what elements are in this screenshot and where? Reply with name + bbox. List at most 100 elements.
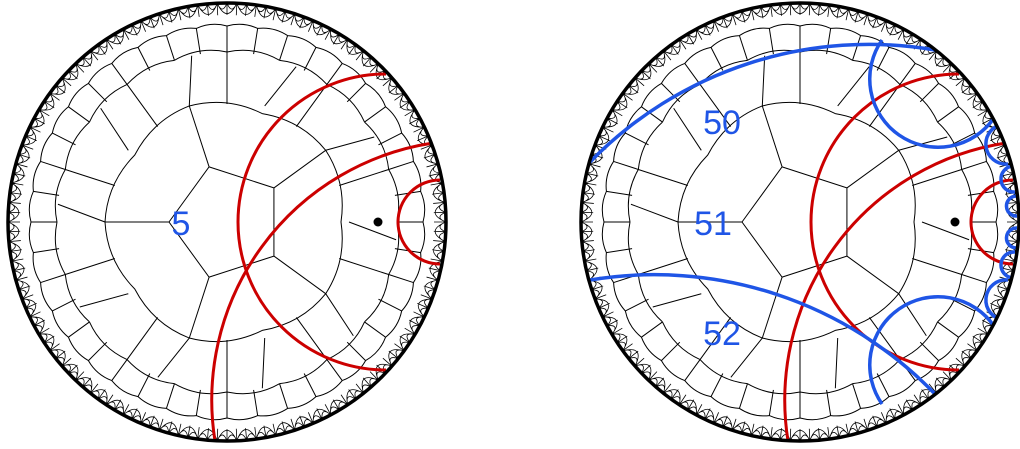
tile-edge [852,383,862,409]
tile-edge [641,321,663,338]
tile-edge [638,257,688,276]
tile-edge [157,337,190,378]
blue-geodesic [1004,226,1018,250]
tile-edge [613,160,639,170]
tile-edge [699,317,732,360]
tile-ring [104,101,343,343]
tile-edge [111,359,128,381]
tile-edge [710,47,724,71]
tile-edge [261,338,266,389]
tile-edge [273,255,326,295]
tile-edge [279,35,289,61]
red-geodesic [210,141,434,441]
tile-edge [253,28,259,55]
tile-edge [606,248,633,254]
right-tessellation [601,23,999,421]
tile-edge [325,293,354,337]
tile-edge [195,389,201,416]
tile-edge [188,55,193,106]
left-boundary-fringe [8,3,446,441]
tile-edge [876,373,890,397]
tile-edge [684,359,701,381]
tile-edge [346,341,366,361]
left-red-geodesics [210,11,446,441]
tile-edge [761,277,783,339]
tile-edge [684,63,701,85]
tile-edge [388,274,414,284]
region-label: 50 [703,104,741,142]
tile-edge [625,298,649,312]
blue-geodesic [868,39,996,149]
tile-edge [295,317,328,360]
tile-edge [165,383,175,409]
left-disk: 5 [6,1,448,443]
red-geodesic [236,72,387,372]
tile-edge [673,107,702,151]
tile-edge [852,35,862,61]
right-disk: 50 51 52 [579,1,1020,443]
tile-edge [606,190,633,196]
tile-edge [837,66,870,107]
tile-edge [937,321,959,338]
tile-edge [919,83,939,103]
tile-edge [364,106,386,123]
tile-edge [364,321,386,338]
tile-edge [88,83,108,103]
tile-edge [768,389,774,416]
tile-edge [641,106,663,123]
red-geodesic [443,193,446,251]
tile-edge [868,317,901,360]
tile-edge [325,136,375,151]
tile-edge [826,28,832,55]
tile-edge [339,257,389,276]
tile-edge [876,47,890,71]
tile-edge [68,321,90,338]
region-label: 5 [172,205,191,243]
tile-edge [273,149,326,189]
blue-geodesic [589,272,937,396]
tile-edge [738,383,748,409]
tile-edge [730,337,763,378]
red-geodesic [809,72,960,372]
tile-ring [677,101,916,343]
region-label: 51 [694,205,732,243]
tile-edge [188,105,210,167]
tile-edge [346,83,366,103]
tile-edge [100,107,129,151]
tile-edge [88,341,108,361]
tile-edge [57,203,106,223]
left-disk-boundary [6,1,448,443]
tile-edge [961,160,987,170]
red-geodesic [291,11,446,433]
tile-edge [388,160,414,170]
red-geodesic [396,178,441,266]
tile-edge [137,47,151,71]
central-tile [741,166,848,278]
tile-edge [33,248,60,254]
tile-edge [339,168,389,187]
tile-edge [40,160,66,170]
tile-edge [912,257,962,276]
tile-edge [768,28,774,55]
tile-edge [378,132,402,146]
left-tessellation [28,23,426,421]
tile-edge [630,203,679,223]
tile-edge [661,341,681,361]
blue-geodesic [588,42,936,164]
blue-geodesic [999,250,1016,280]
blue-geodesic [1004,194,1018,218]
tile-edge [937,106,959,123]
right-blue-geodesics [588,39,1018,405]
right-red-geodesics [783,11,1019,441]
tile-edge [625,132,649,146]
tile-edge [378,298,402,312]
tile-edge [295,84,328,127]
tile-edge [661,83,681,103]
blue-geodesic [999,164,1016,194]
tile-edge [253,389,259,416]
red-geodesic [969,178,1014,266]
region-label: 52 [703,315,741,353]
tile-edge [137,373,151,397]
tile-edge [79,293,129,308]
